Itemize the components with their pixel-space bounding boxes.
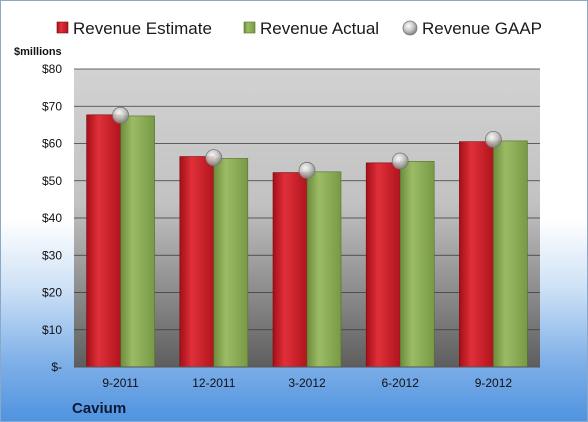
y-tick-label: $40 [42, 211, 62, 225]
x-axis-ticks: 9-2011 12-2011 3-2012 6-2012 9-2012 [102, 376, 512, 390]
legend-item-revenue-gaap: Revenue GAAP [402, 19, 542, 38]
marker-revenue-gaap-12-2011 [205, 149, 223, 167]
legend-swatch-revenue-estimate [56, 21, 69, 34]
legend-label-revenue-estimate: Revenue Estimate [73, 19, 212, 38]
bar-revenue-actual-9-2012 [493, 140, 528, 368]
y-tick-label: $10 [42, 323, 62, 337]
legend-item-revenue-estimate: Revenue Estimate [56, 19, 212, 38]
y-tick-label: $- [51, 360, 62, 374]
y-tick-label: $80 [42, 62, 62, 76]
legend-swatch-revenue-gaap [402, 20, 418, 36]
x-tick-label: 9-2011 [102, 376, 139, 390]
legend: Revenue Estimate Revenue Actual Revenue … [56, 19, 542, 38]
legend-label-revenue-gaap: Revenue GAAP [422, 19, 542, 38]
bar-revenue-estimate-3-2012 [272, 172, 308, 368]
unit-label: $millions [14, 46, 62, 58]
x-tick-label: 3-2012 [288, 376, 326, 390]
bar-revenue-estimate-9-2012 [459, 141, 494, 368]
x-tick-label: 12-2011 [192, 376, 235, 390]
gaap-markers [112, 106, 502, 179]
bar-revenue-estimate-12-2011 [179, 156, 215, 368]
y-tick-label: $20 [42, 286, 62, 300]
y-axis-ticks: $- $10 $20 $30 $40 $50 $60 $70 $80 [42, 62, 62, 374]
bar-revenue-actual-9-2011 [120, 115, 155, 368]
company-name: Cavium [72, 400, 126, 417]
bar-revenue-actual-3-2012 [306, 171, 342, 368]
y-tick-label: $50 [42, 174, 62, 188]
y-tick-label: $70 [42, 99, 62, 113]
marker-revenue-gaap-9-2012 [484, 131, 502, 148]
y-tick-label: $60 [42, 137, 62, 151]
legend-item-revenue-actual: Revenue Actual [243, 19, 379, 38]
bars [86, 114, 528, 368]
bar-revenue-actual-12-2011 [213, 158, 249, 368]
marker-revenue-gaap-3-2012 [298, 161, 316, 179]
y-tick-label: $30 [42, 248, 62, 262]
bar-revenue-estimate-9-2011 [86, 114, 121, 368]
x-tick-label: 6-2012 [382, 376, 420, 390]
marker-revenue-gaap-9-2011 [112, 106, 129, 124]
marker-revenue-gaap-6-2012 [391, 152, 409, 170]
legend-swatch-revenue-actual [243, 21, 256, 34]
bar-revenue-estimate-6-2012 [365, 162, 401, 368]
x-tick-label: 9-2012 [475, 376, 513, 390]
legend-label-revenue-actual: Revenue Actual [260, 19, 379, 38]
bar-revenue-actual-6-2012 [399, 161, 435, 368]
